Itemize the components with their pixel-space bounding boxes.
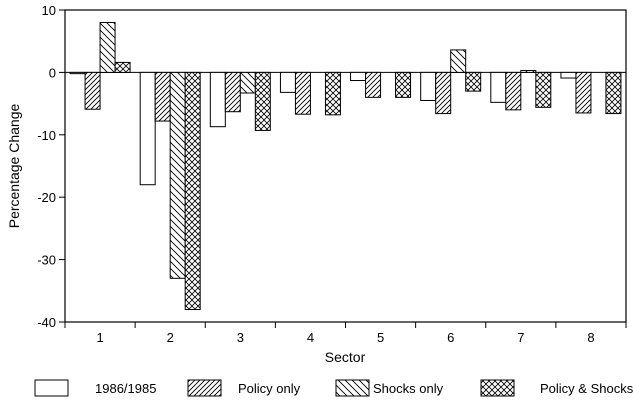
legend-swatch-forward-hatch (187, 379, 222, 397)
bar-forward-hatch-sector-7 (505, 71, 522, 111)
legend: 1986/1985 Policy only Shocks only Policy & … (34, 379, 633, 397)
bars-layer (69, 21, 622, 311)
y-tick-label: -20 (37, 190, 56, 205)
legend-swatch-back-hatch (335, 379, 370, 397)
bar-blank-sector-2 (139, 71, 156, 186)
bar-forward-hatch-sector-1 (84, 71, 101, 110)
bar-blank-sector-8 (560, 71, 577, 79)
legend-label: Policy only (238, 381, 301, 396)
bar-back-hatch-sector-1 (99, 21, 116, 73)
bar-forward-hatch-sector-8 (575, 71, 592, 114)
bar-cross-hatch-sector-3 (254, 71, 271, 131)
bar-blank-sector-3 (209, 71, 226, 128)
legend-label: Policy & Shocks (540, 381, 633, 396)
bar-cross-hatch-sector-6 (465, 71, 482, 92)
y-axis-label: Percentage Change (6, 104, 22, 229)
bar-forward-hatch-sector-2 (154, 71, 171, 122)
bar-forward-hatch-sector-6 (435, 71, 452, 115)
legend-label: 1986/1985 (95, 381, 156, 396)
bar-blank-sector-7 (490, 71, 507, 103)
x-tick-label: 7 (517, 330, 524, 345)
bar-forward-hatch-sector-4 (294, 71, 311, 115)
bar-cross-hatch-sector-1 (114, 61, 131, 73)
legend-swatch-blank (34, 379, 69, 397)
bar-forward-hatch-sector-3 (224, 71, 241, 113)
x-tick-label: 6 (447, 330, 454, 345)
bar-cross-hatch-sector-4 (324, 71, 341, 116)
bar-back-hatch-sector-3 (239, 71, 256, 94)
bar-cross-hatch-sector-5 (395, 71, 412, 98)
bar-cross-hatch-sector-2 (184, 71, 201, 311)
y-tick-label: 10 (42, 3, 56, 18)
x-tick-label: 1 (96, 330, 103, 345)
legend-label: Shocks only (373, 381, 444, 396)
x-axis-label: Sector (325, 349, 366, 365)
x-axis: 1 2 3 4 5 6 7 8 (64, 322, 627, 345)
x-tick-label: 3 (237, 330, 244, 345)
y-tick-label: -30 (37, 253, 56, 268)
y-tick-label: -40 (37, 315, 56, 330)
y-axis: 10 0 -10 -20 -30 -40 (37, 3, 65, 330)
bar-cross-hatch-sector-7 (535, 71, 552, 108)
bar-back-hatch-sector-6 (450, 49, 467, 73)
x-tick-label: 4 (307, 330, 314, 345)
bar-cross-hatch-sector-8 (605, 71, 622, 115)
bar-blank-sector-1 (69, 71, 86, 75)
bar-blank-sector-4 (279, 71, 296, 93)
bar-blank-sector-6 (420, 71, 437, 101)
bar-blank-sector-5 (350, 71, 367, 82)
bar-forward-hatch-sector-5 (365, 71, 382, 98)
bar-back-hatch-sector-2 (169, 71, 186, 279)
x-tick-label: 2 (167, 330, 174, 345)
x-tick-label: 5 (377, 330, 384, 345)
legend-swatch-cross-hatch (480, 379, 515, 397)
x-tick-label: 8 (587, 330, 594, 345)
y-tick-label: 0 (49, 65, 56, 80)
bar-back-hatch-sector-7 (520, 70, 537, 73)
y-tick-label: -10 (37, 128, 56, 143)
